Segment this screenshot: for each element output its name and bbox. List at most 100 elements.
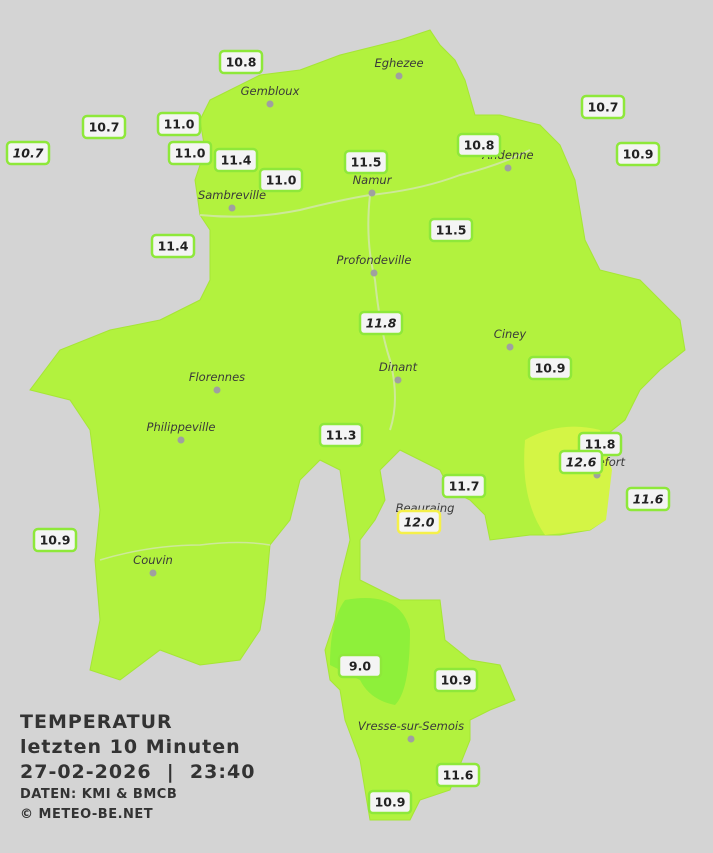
- station: 12.6: [558, 449, 604, 475]
- city-dot: [149, 569, 157, 577]
- station-value: 10.9: [375, 795, 406, 810]
- station: 10.7: [580, 94, 626, 120]
- station-box: [558, 449, 604, 475]
- city-dot: [395, 72, 403, 80]
- station-box: [456, 132, 502, 158]
- station-box: [358, 310, 404, 336]
- station: 11.6: [435, 762, 481, 788]
- city-dot: [407, 735, 415, 743]
- legend-title: TEMPERATUR: [20, 711, 173, 733]
- city-label: Sambreville: [198, 188, 266, 202]
- station: 11.0: [167, 140, 213, 166]
- city-label: Ciney: [494, 327, 527, 341]
- station-box: [580, 94, 626, 120]
- station-box: [167, 140, 213, 166]
- city-label: Vresse-sur-Semois: [358, 719, 464, 733]
- station: 11.7: [441, 473, 487, 499]
- station: 10.9: [367, 789, 413, 815]
- station-value: 10.8: [226, 55, 257, 70]
- station-value: 11.6: [633, 492, 664, 507]
- city-label: Profondeville: [337, 253, 412, 267]
- city-label: Couvin: [133, 553, 173, 567]
- station-value: 11.5: [351, 155, 382, 170]
- station-value: 10.9: [623, 147, 654, 162]
- legend-copyright: © METEO-BE.NET: [20, 807, 154, 822]
- station: 10.9: [433, 667, 479, 693]
- station-box: [150, 233, 196, 259]
- city-label: Namur: [353, 173, 393, 187]
- station-box: [213, 147, 259, 173]
- station: 11.5: [343, 149, 389, 175]
- city-label: Gembloux: [241, 84, 300, 98]
- station-value: 11.5: [436, 223, 467, 238]
- station: 10.7: [5, 140, 51, 166]
- legend: TEMPERATUR letzten 10 Minuten 27-02-2026…: [20, 710, 255, 825]
- station: 11.6: [625, 486, 671, 512]
- station: 10.9: [615, 141, 661, 167]
- station: 10.9: [32, 527, 78, 553]
- legend-subtitle: letzten 10 Minuten: [20, 736, 241, 758]
- station: 11.5: [428, 217, 474, 243]
- city-label: Florennes: [189, 370, 245, 384]
- legend-source: DATEN: KMI & BMCB: [20, 787, 178, 802]
- station-value: 11.3: [326, 428, 357, 443]
- station: 11.4: [213, 147, 259, 173]
- station-value: 11.4: [221, 153, 252, 168]
- city-label: Dinant: [379, 360, 418, 374]
- station-box: [441, 473, 487, 499]
- station-box: [435, 762, 481, 788]
- station: 11.4: [150, 233, 196, 259]
- station-value: 12.6: [566, 455, 597, 470]
- station-value: 10.7: [588, 100, 619, 115]
- station: 12.0: [396, 509, 442, 535]
- station-box: [32, 527, 78, 553]
- city-dot: [228, 204, 236, 212]
- station: 11.8: [577, 431, 623, 457]
- station: 10.8: [456, 132, 502, 158]
- station: 9.0: [337, 653, 383, 679]
- station: 11.8: [358, 310, 404, 336]
- city-label: Philippeville: [147, 420, 216, 434]
- station-value: 12.0: [404, 515, 435, 530]
- station-box: [428, 217, 474, 243]
- river: [99, 541, 271, 561]
- city-dot: [504, 164, 512, 172]
- station-box: [258, 167, 304, 193]
- station-box: [343, 149, 389, 175]
- station-value: 10.9: [441, 673, 472, 688]
- station-box: [81, 114, 127, 140]
- station-box: [367, 789, 413, 815]
- station: 10.7: [81, 114, 127, 140]
- station-box: [5, 140, 51, 166]
- station-box: [396, 509, 442, 535]
- station-box: [527, 355, 573, 381]
- station-value: 11.0: [175, 146, 206, 161]
- station-value: 10.9: [40, 533, 71, 548]
- station-value: 11.8: [585, 437, 616, 452]
- station-box: [337, 653, 383, 679]
- station: 10.9: [527, 355, 573, 381]
- station-value: 11.4: [158, 239, 189, 254]
- city-label: Eghezee: [374, 56, 423, 70]
- station-value: 9.0: [349, 659, 371, 674]
- station-value: 11.0: [164, 117, 195, 132]
- station-box: [433, 667, 479, 693]
- station: 11.3: [318, 422, 364, 448]
- city-dot: [266, 100, 274, 108]
- station-value: 11.8: [366, 316, 397, 331]
- station-box: [218, 49, 264, 75]
- station-box: [625, 486, 671, 512]
- station-value: 10.9: [535, 361, 566, 376]
- station: 10.8: [218, 49, 264, 75]
- city-dot: [368, 189, 376, 197]
- station-value: 11.6: [443, 768, 474, 783]
- station-box: [156, 111, 202, 137]
- city-dot: [394, 376, 402, 384]
- station-value: 11.7: [449, 479, 480, 494]
- station-value: 10.8: [464, 138, 495, 153]
- city-dot: [213, 386, 221, 394]
- station-box: [318, 422, 364, 448]
- cool-zone: [330, 598, 410, 705]
